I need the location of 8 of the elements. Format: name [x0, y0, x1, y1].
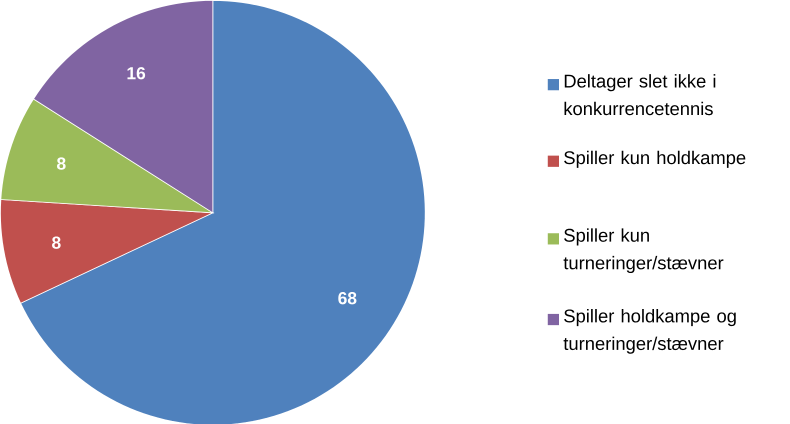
- data-label: 16: [128, 66, 146, 80]
- data-label: 68: [338, 292, 356, 304]
- legend-label: Spiller kun turneringer/stævner: [564, 228, 724, 273]
- legend-label: Deltager slet ikke i konkurrencetennis: [564, 74, 716, 116]
- data-label: 8: [52, 236, 61, 249]
- data-label: 8: [57, 157, 66, 170]
- legend-label: Spiller holdkampe og turneringer/stævner: [564, 308, 736, 354]
- legend-label: Spiller kun holdkampe: [564, 150, 746, 168]
